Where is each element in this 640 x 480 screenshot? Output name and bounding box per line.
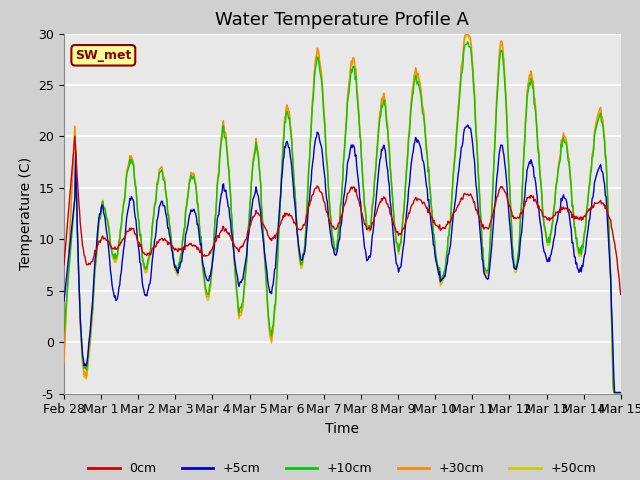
Title: Water Temperature Profile A: Water Temperature Profile A: [216, 11, 469, 29]
Legend: 0cm, +5cm, +10cm, +30cm, +50cm: 0cm, +5cm, +10cm, +30cm, +50cm: [83, 457, 602, 480]
Text: SW_met: SW_met: [75, 49, 131, 62]
X-axis label: Time: Time: [325, 422, 360, 436]
Y-axis label: Temperature (C): Temperature (C): [19, 157, 33, 270]
